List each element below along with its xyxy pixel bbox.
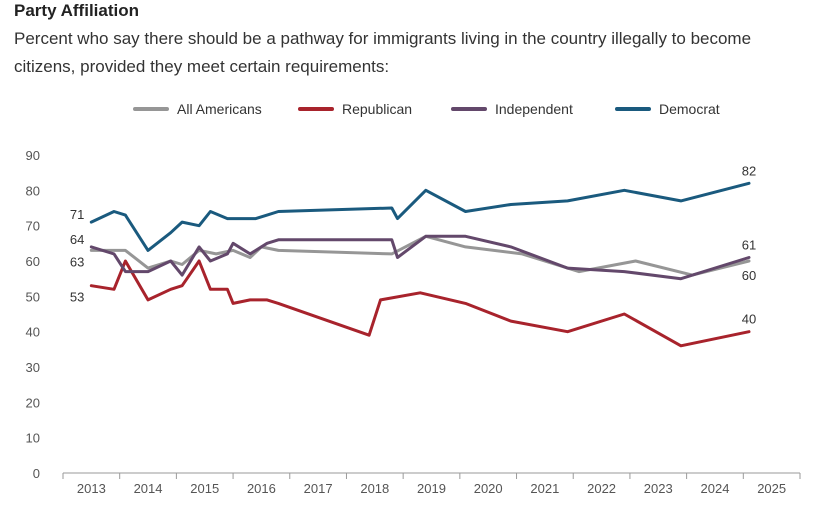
legend: All Americans Republican Independent Democr…	[133, 101, 720, 117]
data-label: 82	[742, 163, 756, 178]
chart-subtitle-line-2: citizens, provided they meet certain req…	[14, 57, 389, 76]
legend-item-label: Independent	[495, 101, 573, 117]
data-label: 61	[742, 237, 756, 252]
series-line-independent	[89, 234, 751, 281]
y-tick-label: 40	[26, 325, 40, 340]
x-tick-label: 2017	[304, 481, 333, 496]
x-tick-label: 2023	[644, 481, 673, 496]
series-layer	[89, 181, 751, 348]
chart-title: Party Affiliation	[14, 1, 139, 20]
data-label: 60	[742, 268, 756, 283]
y-tick-label: 80	[26, 183, 40, 198]
x-tick-label: 2025	[757, 481, 786, 496]
x-tick-label: 2022	[587, 481, 616, 496]
x-tick-label: 2021	[530, 481, 559, 496]
y-tick-label: 20	[26, 395, 40, 410]
legend-item-label: Democrat	[659, 101, 720, 117]
x-tick-label: 2013	[77, 481, 106, 496]
x-tick-label: 2016	[247, 481, 276, 496]
data-label: 53	[70, 290, 84, 305]
y-tick-label: 60	[26, 254, 40, 269]
y-tick-label: 0	[33, 466, 40, 481]
chart-subtitle-line-1: Percent who say there should be a pathwa…	[14, 29, 751, 48]
data-labels: 71 64 63 53 82 61 60 40	[70, 163, 756, 326]
data-label: 63	[70, 254, 84, 269]
x-axis: 2013 2014 2015 2016 2017 2018 2019 2020 2021 2022…	[62, 472, 801, 496]
y-axis: 0 10 20 30 40 50 60 70 80 90	[26, 148, 40, 481]
y-tick-label: 90	[26, 148, 40, 163]
legend-item-label: All Americans	[177, 101, 262, 117]
data-label: 71	[70, 207, 84, 222]
data-label: 64	[70, 232, 84, 247]
y-tick-label: 70	[26, 219, 40, 234]
series-line-democrat	[89, 181, 751, 252]
series-line-republican	[89, 259, 751, 348]
x-tick-label: 2019	[417, 481, 446, 496]
y-tick-label: 10	[26, 431, 40, 446]
x-tick-label: 2020	[474, 481, 503, 496]
y-tick-label: 50	[26, 289, 40, 304]
data-label: 40	[742, 312, 756, 327]
x-tick-label: 2024	[701, 481, 730, 496]
x-tick-label: 2018	[360, 481, 389, 496]
x-tick-label: 2014	[134, 481, 163, 496]
y-tick-label: 30	[26, 360, 40, 375]
x-tick-label: 2015	[190, 481, 219, 496]
legend-item-label: Republican	[342, 101, 412, 117]
